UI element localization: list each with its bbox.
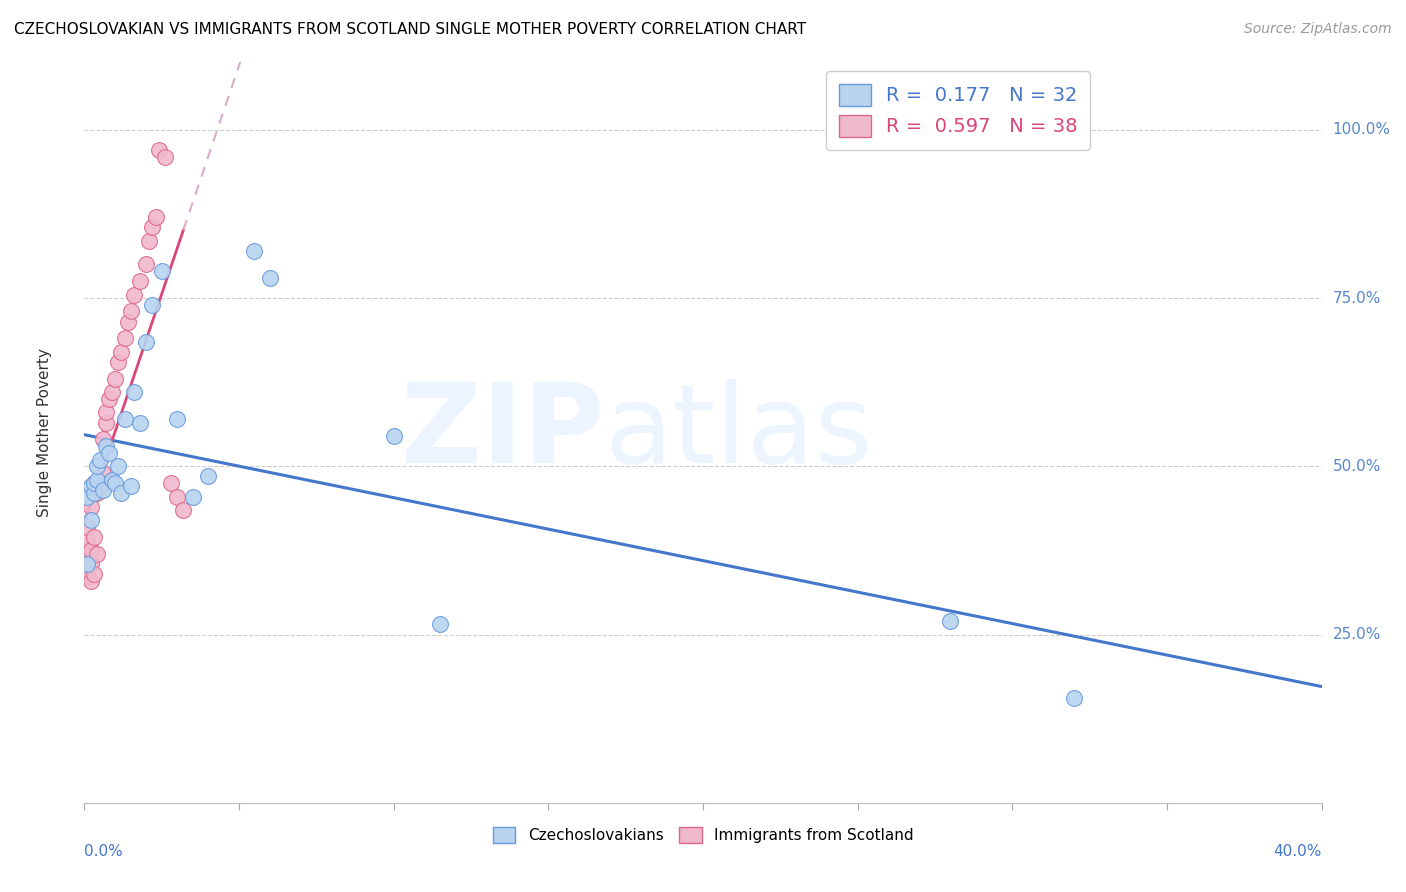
Point	[83, 566, 105, 581]
Legend: Czechoslovakians, Immigrants from Scotland: Czechoslovakians, Immigrants from Scotla…	[485, 820, 921, 851]
Point	[259, 270, 281, 285]
Point	[107, 459, 129, 474]
Text: 25.0%: 25.0%	[1333, 627, 1381, 642]
Point	[110, 486, 132, 500]
Point	[153, 150, 176, 164]
Point	[79, 574, 101, 588]
Point	[107, 355, 129, 369]
Point	[76, 564, 98, 578]
Point	[98, 446, 121, 460]
Point	[83, 476, 105, 491]
Point	[86, 473, 108, 487]
Point	[76, 533, 98, 548]
Point	[117, 315, 139, 329]
Text: 100.0%: 100.0%	[1333, 122, 1391, 137]
Point	[79, 543, 101, 558]
Point	[104, 476, 127, 491]
Point	[76, 570, 98, 584]
Text: ZIP: ZIP	[401, 379, 605, 486]
Point	[120, 479, 142, 493]
Point	[89, 479, 111, 493]
Point	[101, 473, 124, 487]
Point	[76, 490, 98, 504]
Text: Source: ZipAtlas.com: Source: ZipAtlas.com	[1244, 22, 1392, 37]
Point	[76, 557, 98, 571]
Text: 40.0%: 40.0%	[1274, 844, 1322, 858]
Text: Single Mother Poverty: Single Mother Poverty	[38, 348, 52, 517]
Point	[76, 557, 98, 571]
Point	[243, 244, 266, 258]
Text: CZECHOSLOVAKIAN VS IMMIGRANTS FROM SCOTLAND SINGLE MOTHER POVERTY CORRELATION CH: CZECHOSLOVAKIAN VS IMMIGRANTS FROM SCOTL…	[14, 22, 806, 37]
Point	[382, 429, 405, 443]
Point	[141, 298, 163, 312]
Point	[114, 331, 136, 345]
Point	[181, 490, 204, 504]
Point	[94, 439, 117, 453]
Text: 0.0%: 0.0%	[84, 844, 124, 858]
Text: 75.0%: 75.0%	[1333, 291, 1381, 305]
Point	[197, 469, 219, 483]
Point	[145, 211, 167, 225]
Point	[98, 392, 121, 406]
Point	[141, 220, 163, 235]
Text: atlas: atlas	[605, 379, 873, 486]
Point	[104, 372, 127, 386]
Point	[79, 557, 101, 571]
Text: 50.0%: 50.0%	[1333, 458, 1381, 474]
Point	[1063, 691, 1085, 706]
Point	[86, 459, 108, 474]
Point	[129, 274, 152, 288]
Point	[122, 385, 145, 400]
Point	[160, 476, 183, 491]
Point	[101, 385, 124, 400]
Point	[110, 344, 132, 359]
Point	[79, 479, 101, 493]
Point	[91, 433, 114, 447]
Point	[91, 483, 114, 497]
Point	[79, 500, 101, 514]
Point	[120, 304, 142, 318]
Point	[91, 466, 114, 480]
Point	[150, 264, 173, 278]
Point	[83, 530, 105, 544]
Point	[79, 513, 101, 527]
Point	[939, 614, 962, 628]
Point	[429, 617, 451, 632]
Point	[76, 543, 98, 558]
Point	[148, 143, 170, 157]
Point	[86, 547, 108, 561]
Point	[138, 234, 160, 248]
Point	[166, 412, 188, 426]
Point	[135, 257, 157, 271]
Point	[129, 416, 152, 430]
Point	[166, 490, 188, 504]
Point	[114, 412, 136, 426]
Point	[122, 287, 145, 301]
Point	[135, 334, 157, 349]
Point	[172, 503, 194, 517]
Point	[76, 520, 98, 534]
Point	[86, 486, 108, 500]
Point	[89, 452, 111, 467]
Point	[94, 416, 117, 430]
Point	[94, 405, 117, 419]
Point	[83, 486, 105, 500]
